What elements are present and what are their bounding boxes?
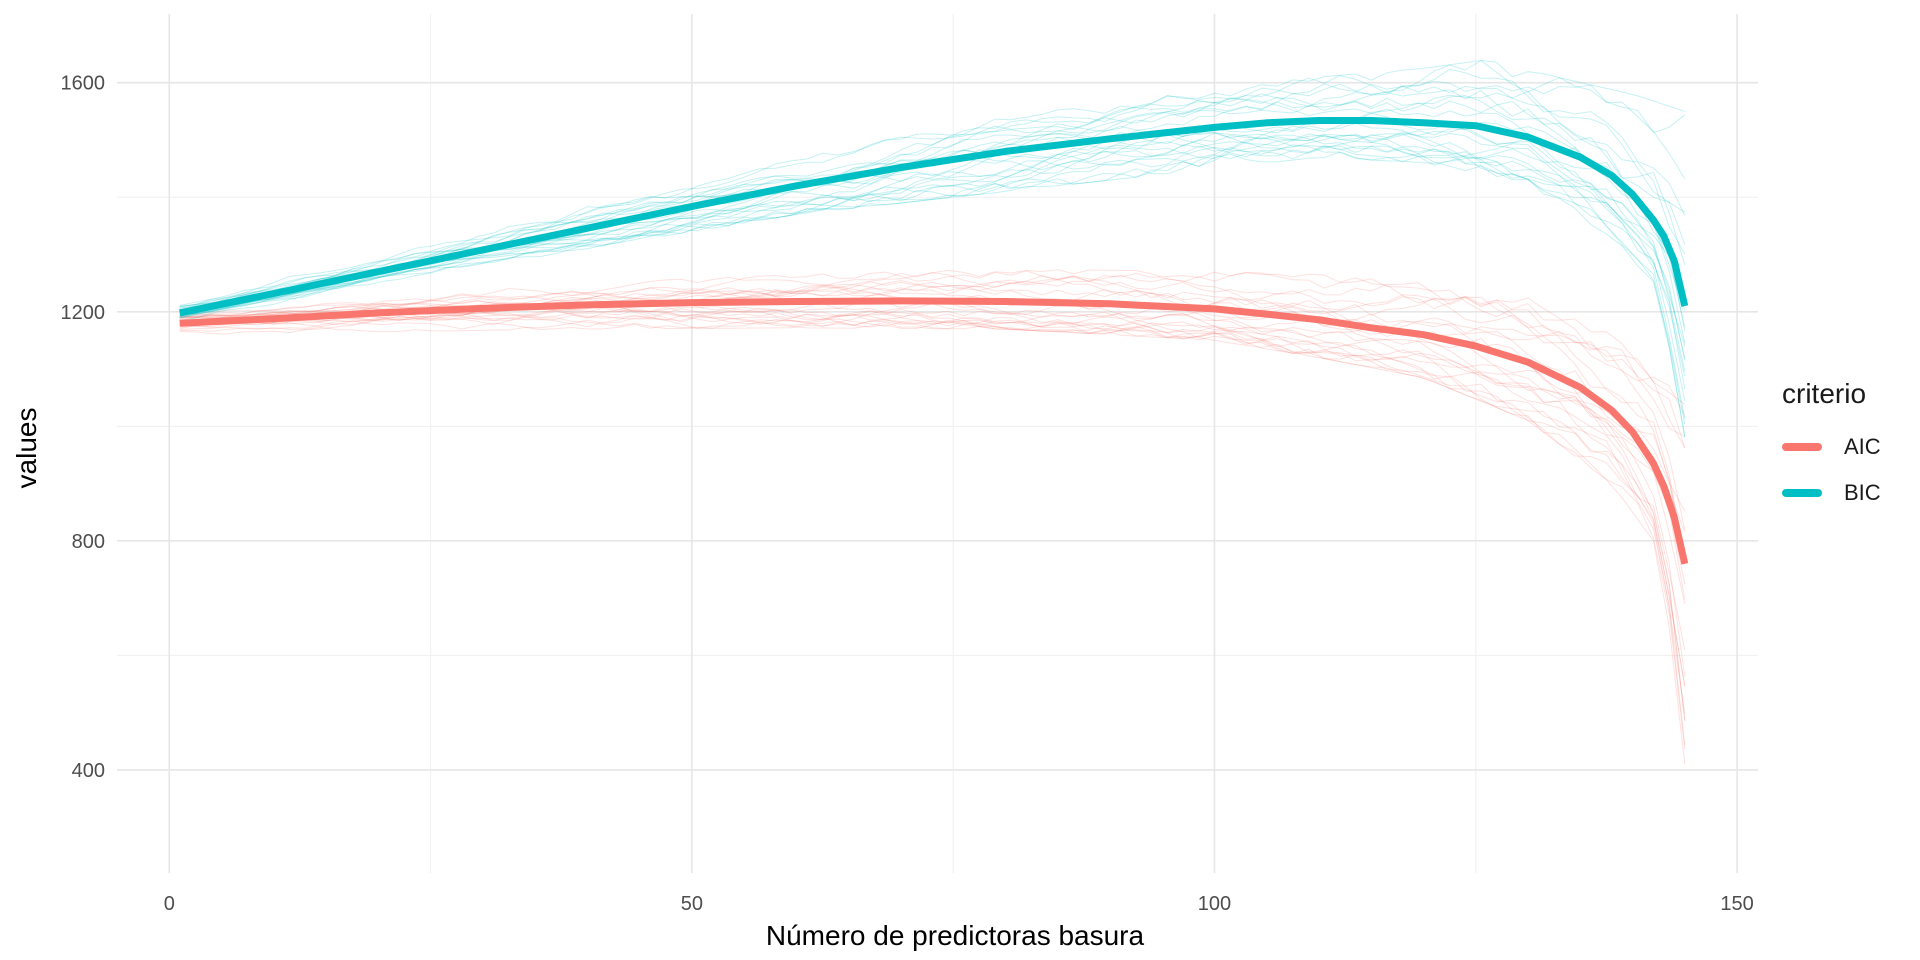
legend-key-bic — [1782, 489, 1822, 497]
sim-line-aic — [179, 281, 1686, 721]
sim-line-bic — [179, 145, 1686, 346]
series-line-aic — [179, 297, 1689, 565]
sim-line-bic — [179, 89, 1686, 316]
y-axis-title: values — [11, 408, 42, 489]
sim-line-bic — [179, 59, 1686, 311]
sim-line-aic — [179, 314, 1686, 650]
x-tick-label: 50 — [681, 893, 703, 915]
sim-line-aic — [179, 309, 1686, 437]
sim-line-aic — [179, 272, 1686, 531]
legend: criterio AIC BIC — [1782, 378, 1912, 516]
sim-line-aic — [179, 270, 1686, 405]
sim-line-bic — [179, 80, 1686, 313]
y-tick-label: 1200 — [61, 302, 106, 324]
x-tick-label: 150 — [1720, 893, 1753, 915]
sim-line-aic — [179, 310, 1686, 686]
sim-line-bic — [179, 134, 1686, 425]
legend-item-aic: AIC — [1782, 424, 1912, 470]
major-gridlines — [117, 14, 1758, 873]
x-axis-ticks: 0 50 100 150 — [164, 893, 1754, 915]
legend-key-aic — [1782, 443, 1822, 451]
sim-line-aic — [179, 306, 1686, 722]
sim-line-bic — [179, 96, 1686, 332]
sim-line-aic — [179, 275, 1686, 448]
sim-line-bic — [179, 75, 1686, 312]
sim-line-aic — [179, 272, 1686, 559]
sim-line-aic — [179, 303, 1686, 678]
legend-label-aic: AIC — [1844, 434, 1881, 459]
sim-line-aic — [179, 302, 1686, 512]
legend-title: criterio — [1782, 378, 1867, 409]
sim-line-bic — [179, 144, 1686, 377]
x-tick-label: 0 — [164, 893, 175, 915]
y-axis-ticks: 400 800 1200 1600 — [61, 73, 106, 782]
sim-line-aic — [179, 310, 1686, 585]
sim-line-aic — [179, 297, 1686, 600]
legend-label-bic: BIC — [1844, 480, 1881, 505]
sim-line-aic — [179, 303, 1686, 745]
y-tick-label: 1600 — [61, 73, 106, 95]
sim-line-aic — [179, 307, 1686, 765]
sim-line-bic — [179, 148, 1686, 438]
y-tick-label: 400 — [72, 760, 105, 782]
sim-line-bic — [179, 133, 1686, 372]
sim-line-aic — [179, 269, 1686, 416]
sim-line-aic — [179, 307, 1686, 714]
legend-item-bic: BIC — [1782, 470, 1912, 516]
sim-line-bic — [179, 59, 1685, 308]
x-axis-title: Número de predictoras basura — [766, 920, 1145, 951]
sim-line-bic — [179, 131, 1686, 437]
series-line-bic — [178, 117, 1689, 317]
sim-line-aic — [179, 303, 1686, 687]
sim-line-bic — [179, 132, 1686, 315]
sim-line-bic — [179, 126, 1686, 328]
y-tick-label: 800 — [72, 531, 105, 553]
sim-line-bic — [179, 100, 1686, 307]
series-lines — [178, 117, 1689, 565]
sim-line-bic — [179, 131, 1686, 389]
sim-line-aic — [179, 287, 1686, 750]
x-tick-label: 100 — [1198, 893, 1231, 915]
sim-line-bic — [179, 90, 1686, 313]
sim-line-aic — [179, 287, 1686, 605]
sim-line-bic — [179, 137, 1686, 419]
